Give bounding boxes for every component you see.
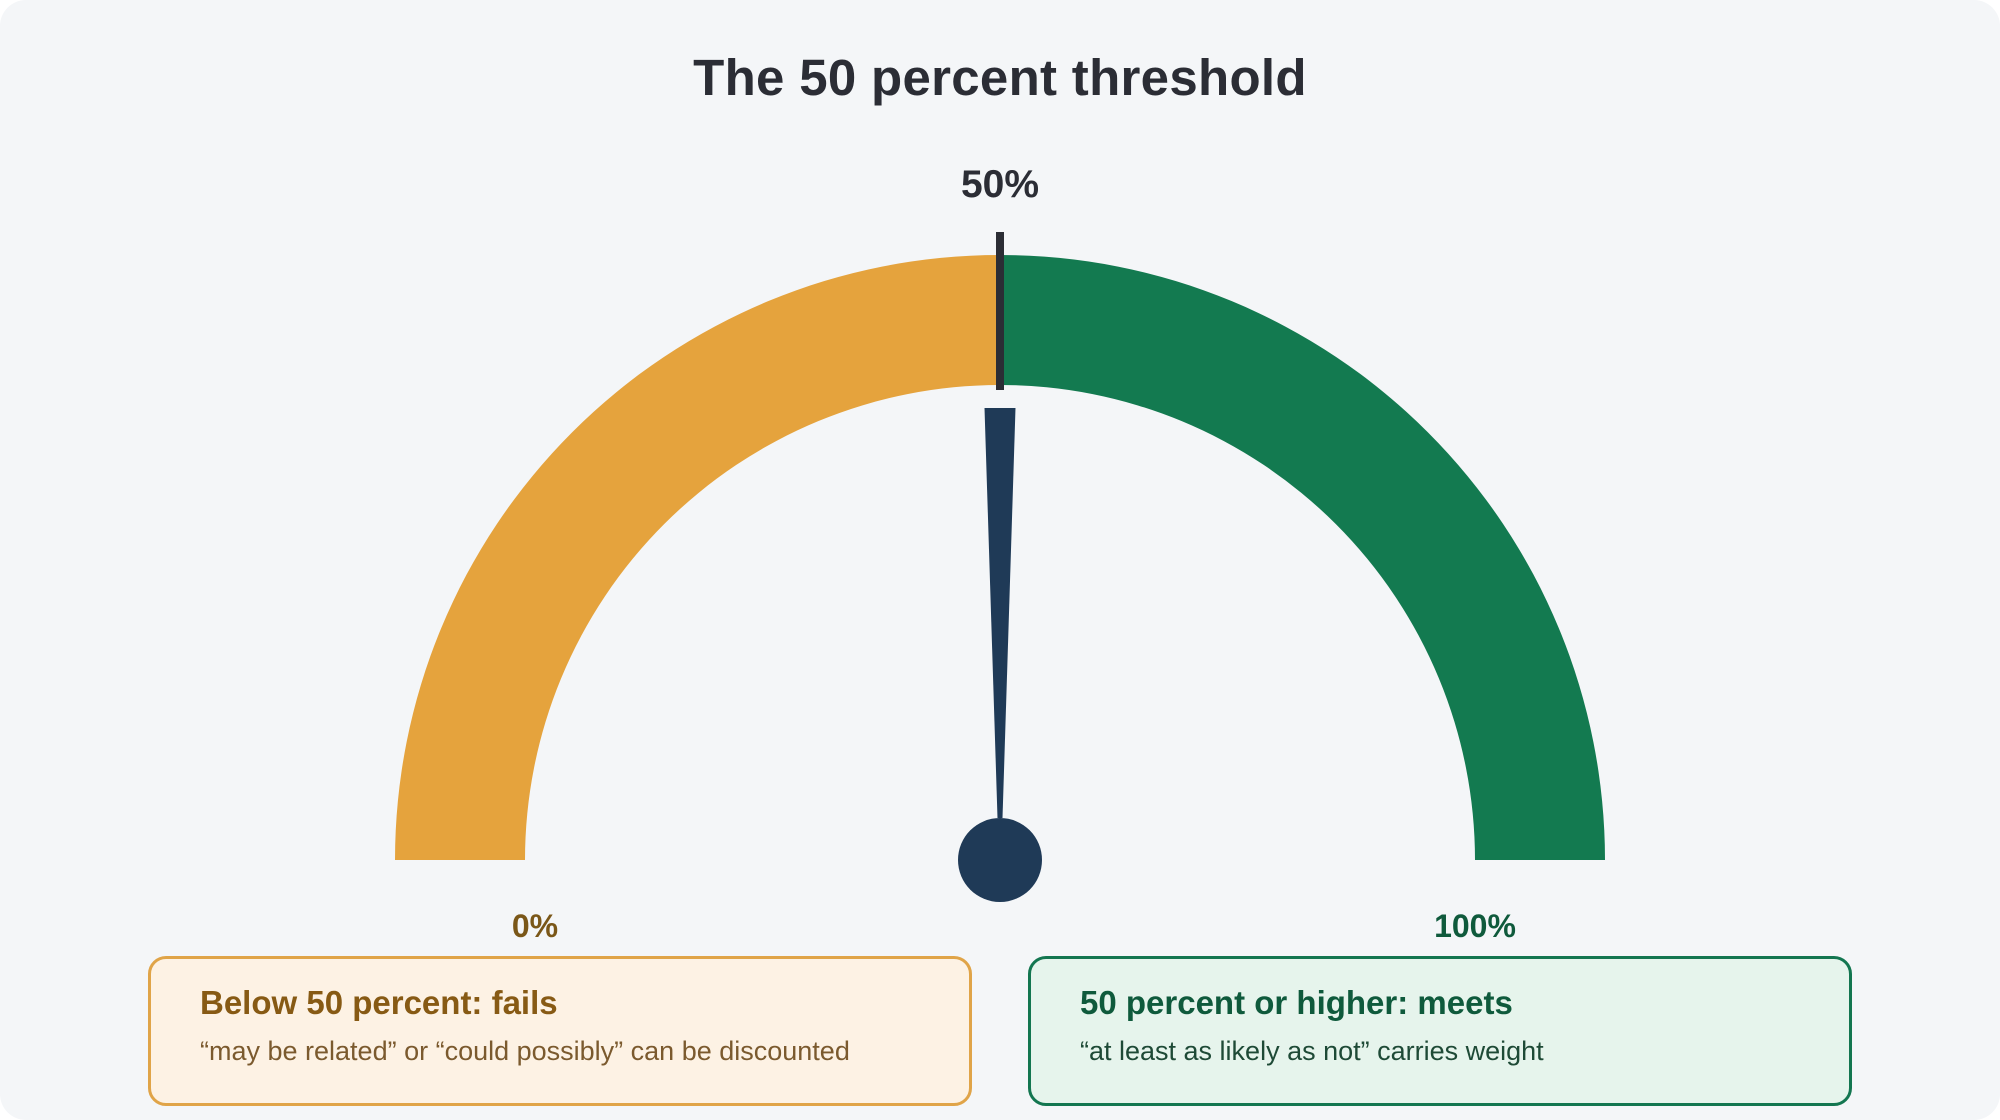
gauge-arc-below (395, 255, 1000, 860)
meets-threshold-card: 50 percent or higher: meets “at least as… (1028, 956, 1852, 1106)
meets-card-description: “at least as likely as not” carries weig… (1080, 1036, 1544, 1066)
gauge-max-label: 100% (1434, 908, 1516, 944)
gauge-needle-hub (958, 818, 1042, 902)
threshold-label: 50% (961, 163, 1039, 206)
below-card-title: Below 50 percent: fails (200, 984, 558, 1021)
page-title: The 50 percent threshold (693, 49, 1307, 106)
below-card-description: “may be related” or “could possibly” can… (200, 1036, 850, 1066)
meets-card-title: 50 percent or higher: meets (1080, 984, 1513, 1021)
below-threshold-card: Below 50 percent: fails “may be related”… (148, 956, 972, 1106)
gauge-min-label: 0% (512, 908, 558, 944)
gauge-needle (984, 408, 1016, 818)
gauge-arc-meets (1000, 255, 1605, 860)
